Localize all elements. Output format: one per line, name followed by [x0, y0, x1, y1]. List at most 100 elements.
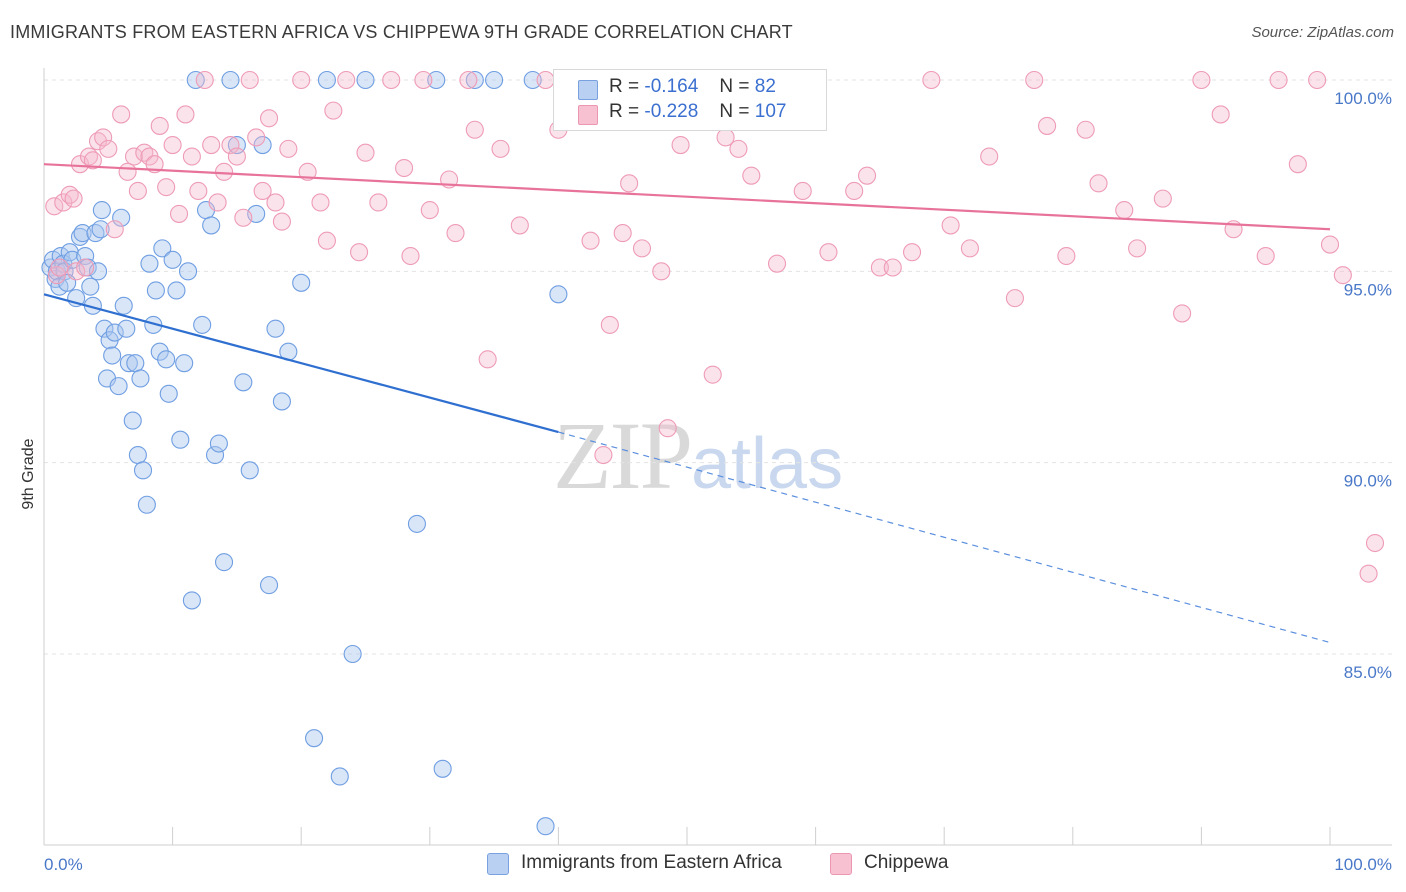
- point-eastern-africa: [234, 373, 253, 392]
- point-chippewa: [298, 162, 317, 181]
- point-eastern-africa: [253, 136, 272, 155]
- point-eastern-africa: [407, 514, 426, 533]
- point-chippewa: [613, 224, 632, 243]
- point-chippewa: [632, 239, 652, 258]
- point-eastern-africa: [485, 70, 504, 90]
- point-chippewa: [227, 147, 246, 166]
- point-chippewa: [1025, 70, 1044, 90]
- y-tick-label: 90.0%: [1344, 472, 1392, 491]
- point-eastern-africa: [214, 553, 234, 572]
- point-chippewa: [234, 208, 253, 227]
- point-chippewa: [45, 197, 64, 216]
- point-chippewa: [620, 174, 639, 193]
- legend-r-value: -0.228: [644, 101, 699, 122]
- watermark-atlas: atlas: [691, 424, 844, 504]
- point-chippewa: [124, 147, 144, 166]
- chart-title: IMMIGRANTS FROM EASTERN AFRICA VS CHIPPE…: [10, 22, 793, 42]
- point-eastern-africa: [146, 281, 165, 300]
- point-chippewa: [259, 109, 279, 128]
- legend-n-value: 107: [754, 101, 787, 122]
- point-eastern-africa: [193, 315, 212, 334]
- point-chippewa: [1173, 304, 1192, 323]
- point-chippewa: [671, 136, 690, 155]
- point-eastern-africa: [157, 350, 176, 369]
- point-chippewa: [94, 128, 113, 147]
- y-tick-label: 95.0%: [1344, 280, 1392, 299]
- point-chippewa: [478, 350, 497, 369]
- y-axis-label-wrap: 9th Grade: [18, 420, 38, 540]
- point-chippewa: [980, 147, 999, 166]
- point-chippewa: [76, 258, 95, 277]
- point-chippewa: [195, 70, 214, 90]
- point-chippewa: [356, 143, 375, 162]
- point-chippewa: [1211, 105, 1230, 124]
- legend-n-value: 82: [754, 76, 776, 97]
- trendline-eastern-africa-extension: [558, 431, 1331, 644]
- point-chippewa: [600, 315, 619, 334]
- point-eastern-africa: [523, 70, 542, 90]
- legend-text-eastern-africa: R = -0.164 N = 82: [609, 76, 776, 98]
- point-eastern-africa: [137, 495, 156, 514]
- point-chippewa: [266, 193, 285, 212]
- point-chippewa: [1365, 533, 1385, 553]
- point-chippewa: [1128, 239, 1147, 258]
- point-eastern-africa: [171, 430, 190, 449]
- series-swatch-eastern-africa: [487, 853, 509, 875]
- point-chippewa: [54, 193, 73, 212]
- point-eastern-africa: [73, 224, 92, 243]
- series-label-chippewa: Chippewa: [864, 852, 949, 873]
- point-chippewa: [272, 212, 291, 231]
- point-eastern-africa: [109, 377, 128, 396]
- legend-swatch-chippewa: [578, 105, 598, 125]
- point-chippewa: [420, 201, 439, 220]
- point-chippewa: [1256, 246, 1275, 266]
- point-eastern-africa: [433, 759, 452, 778]
- point-chippewa: [870, 258, 889, 277]
- point-chippewa: [324, 101, 343, 120]
- point-eastern-africa: [112, 208, 131, 227]
- y-axis-label: 9th Grade: [20, 438, 37, 510]
- source-label: Source: ZipAtlas.com: [1251, 24, 1394, 41]
- point-chippewa: [247, 128, 266, 147]
- trendline-eastern-africa: [43, 293, 559, 434]
- point-chippewa: [150, 116, 169, 135]
- point-eastern-africa: [133, 461, 153, 480]
- point-chippewa: [1038, 116, 1057, 135]
- point-eastern-africa: [159, 384, 178, 403]
- point-eastern-africa: [266, 319, 285, 338]
- point-eastern-africa: [92, 201, 111, 220]
- point-chippewa: [941, 216, 960, 235]
- point-eastern-africa: [209, 434, 228, 453]
- point-chippewa: [169, 204, 189, 223]
- trendline-chippewa: [43, 163, 1331, 231]
- point-chippewa: [105, 220, 124, 239]
- legend-text-chippewa: R = -0.228 N = 107: [609, 101, 786, 123]
- series-label-eastern-africa: Immigrants from Eastern Africa: [521, 852, 782, 873]
- point-chippewa: [292, 70, 311, 90]
- point-eastern-africa: [114, 296, 133, 315]
- point-eastern-africa: [150, 342, 169, 361]
- point-chippewa: [279, 139, 298, 158]
- point-chippewa: [1153, 189, 1172, 208]
- series-swatch-chippewa: [830, 853, 852, 875]
- point-chippewa: [594, 445, 613, 465]
- point-chippewa: [1057, 246, 1076, 266]
- point-chippewa: [221, 136, 240, 155]
- point-chippewa: [510, 216, 529, 235]
- point-chippewa: [157, 178, 176, 197]
- point-chippewa: [1320, 235, 1340, 254]
- point-chippewa: [163, 136, 182, 155]
- point-chippewa: [253, 181, 272, 201]
- point-chippewa: [1308, 70, 1327, 90]
- point-eastern-africa: [119, 354, 138, 373]
- point-eastern-africa: [140, 254, 159, 273]
- point-chippewa: [202, 136, 221, 155]
- point-chippewa: [350, 243, 369, 262]
- point-chippewa: [767, 254, 787, 273]
- point-eastern-africa: [178, 262, 198, 281]
- point-eastern-africa: [175, 354, 194, 373]
- point-eastern-africa: [128, 445, 147, 465]
- point-chippewa: [50, 258, 69, 277]
- point-chippewa: [960, 239, 979, 258]
- point-eastern-africa: [427, 70, 446, 90]
